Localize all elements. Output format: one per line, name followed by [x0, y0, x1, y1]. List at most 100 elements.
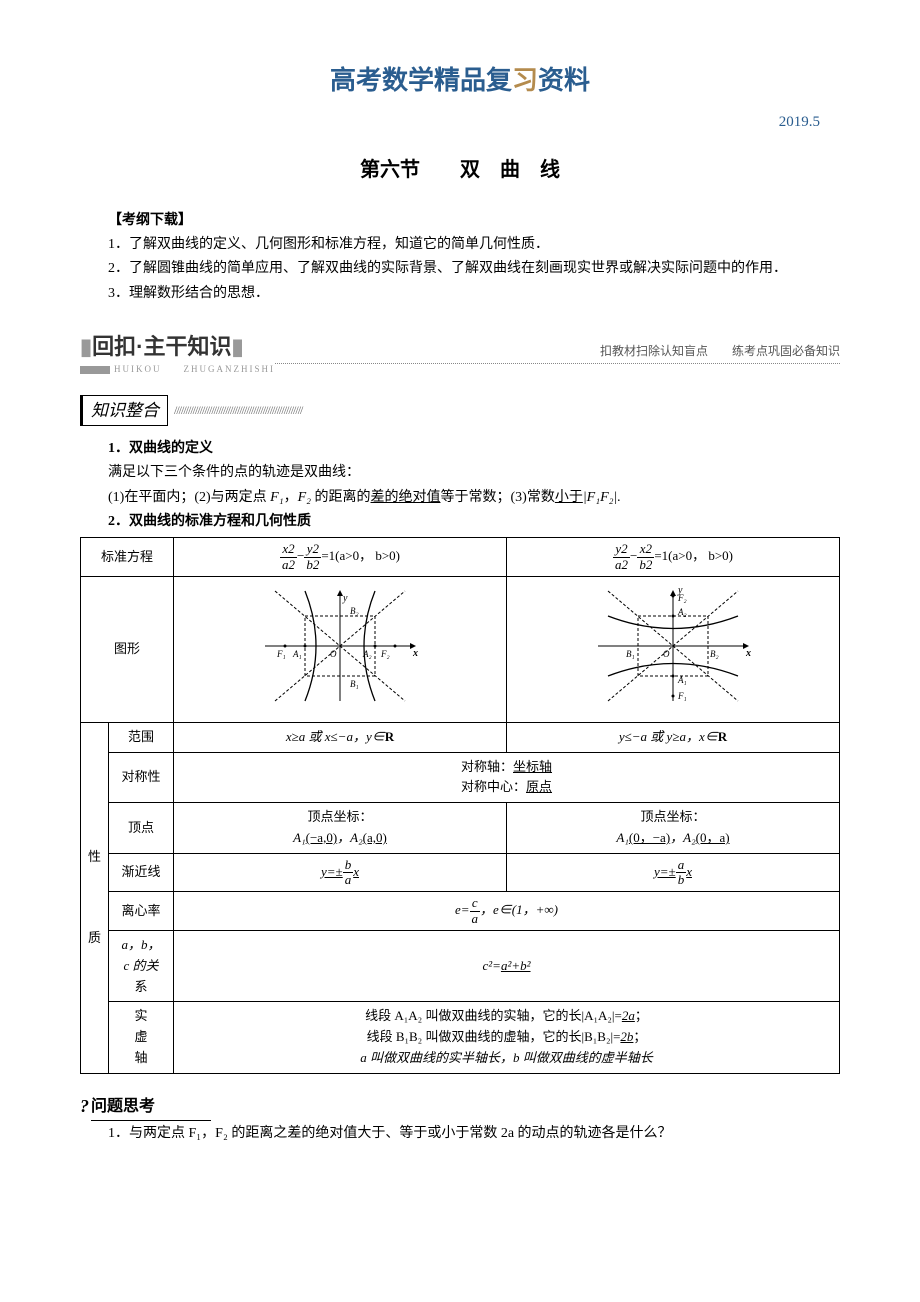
sym-b: 对称中心： — [461, 779, 526, 794]
hyperbola-horizontal-icon: y x O B₂ B₁ F₁ A₁ A₂ F₂ — [255, 581, 425, 711]
def-p2e: |F₁F₂|. — [583, 490, 621, 505]
cell-range1: x≥a 或 x≤−a，y∈R — [174, 722, 507, 752]
qh-text: 问题思考 — [91, 1098, 155, 1115]
ax3: 轴 — [134, 1050, 147, 1065]
cell-sym: 对称轴：坐标轴 对称中心：原点 — [174, 752, 840, 803]
def-p2b: ， — [284, 490, 298, 505]
cell-std-eq-label: 标准方程 — [81, 538, 174, 577]
svg-text:A₂: A₂ — [677, 607, 687, 617]
cell-ecc: e=ca，e∈(1，+∞) — [174, 892, 840, 931]
knowledge-box: 知识整合 ///////////////////////////////////… — [80, 395, 840, 426]
v1u1: (−a,0) — [306, 830, 338, 845]
outline-item-3: 3．理解数形结合的思想． — [80, 283, 840, 305]
as1p: y=± — [321, 864, 343, 879]
svg-text:x: x — [745, 648, 751, 659]
banner-left: ▮回扣·主干知识▮ HUIKOU ZHUGANZHISHI — [80, 329, 275, 377]
r2b: R — [718, 729, 727, 744]
hatch: ////////////////////////////////////////… — [174, 401, 454, 420]
v2u2: (0，a) — [696, 830, 730, 845]
cell-asym2: y=±abx — [507, 853, 840, 892]
cell-graph2: y x O F₂ A₂ A₁ F₁ B₁ B₂ — [507, 577, 840, 723]
v2u1: (0，−a) — [629, 830, 670, 845]
cell-asym-label: 渐近线 — [109, 853, 174, 892]
r1a: x≥a 或 x≤−a，y∈ — [286, 729, 385, 744]
cell-range-label: 范围 — [109, 722, 174, 752]
main-title: 高考数学精品复习资料 — [80, 60, 840, 102]
v1u2: (a,0) — [363, 830, 387, 845]
prop-l2: 质 — [87, 928, 102, 949]
axl2b: ； — [633, 1029, 646, 1044]
banner-right: 扣教材扫除认知盲点 练考点巩固必备知识 — [275, 342, 840, 364]
abc3: 系 — [134, 979, 147, 994]
as1x: x — [353, 864, 359, 879]
def-h2: 2．双曲线的标准方程和几何性质 — [80, 511, 840, 533]
cell-abc-label: a，b， c 的关 系 — [109, 931, 174, 1002]
title-accent: 习 — [512, 65, 538, 95]
def-u2: 小于 — [555, 490, 583, 505]
def-p2: (1)在平面内；(2)与两定点 F₁，F₂ 的距离的差的绝对值等于常数；(3)常… — [80, 487, 840, 509]
outline-heading: 【考纲下载】 — [80, 210, 840, 232]
def-p2d: 等于常数；(3)常数 — [441, 490, 555, 505]
abc1: a，b， — [121, 937, 160, 952]
axl2u: 2b — [620, 1029, 633, 1044]
outline-item-2: 2．了解圆锥曲线的简单应用、了解双曲线的实际背景、了解双曲线在刻画现实世界或解决… — [80, 258, 840, 280]
def-p1: 满足以下三个条件的点的轨迹是双曲线： — [80, 462, 840, 484]
cell-vertex-label: 顶点 — [109, 803, 174, 854]
prop-l1: 性 — [87, 847, 102, 868]
banner-pre: 回 — [92, 334, 114, 359]
abcv: c²= — [482, 958, 500, 973]
cell-graph-label: 图形 — [81, 577, 174, 723]
cell-ecc-label: 离心率 — [109, 892, 174, 931]
banner-title: ▮回扣·主干知识▮ — [80, 329, 275, 364]
def-h1: 1．双曲线的定义 — [80, 438, 840, 460]
def-p2c: 的距离的 — [311, 490, 371, 505]
v2c: ，A₂ — [670, 830, 695, 845]
svg-text:A₂: A₂ — [362, 649, 372, 659]
cell-sym-label: 对称性 — [109, 752, 174, 803]
question-header: ?问题思考 — [80, 1092, 840, 1121]
svg-text:F₂: F₂ — [677, 593, 687, 603]
cell-vertex2: 顶点坐标： A₁(0，−a)，A₂(0，a) — [507, 803, 840, 854]
cell-vertex1: 顶点坐标： A₁(−a,0)，A₂(a,0) — [174, 803, 507, 854]
abc2: c 的关 — [123, 958, 158, 973]
def-f2: F₂ — [298, 490, 311, 505]
svg-text:B₁: B₁ — [626, 649, 635, 659]
as2p: y=± — [654, 864, 676, 879]
svg-text:F₁: F₁ — [677, 691, 687, 701]
svg-text:B₂: B₂ — [350, 606, 359, 616]
cell-range2: y≤−a 或 y≥a，x∈R — [507, 722, 840, 752]
svg-text:B₁: B₁ — [350, 679, 359, 689]
title-p3: 资料 — [538, 65, 590, 95]
question-mark-icon: ? — [80, 1092, 89, 1121]
eccp: e= — [455, 902, 470, 917]
svg-text:A₁: A₁ — [292, 649, 302, 659]
cell-asym1: y=±bax — [174, 853, 507, 892]
def-p2a: (1)在平面内；(2)与两定点 — [108, 490, 270, 505]
axl1a: 线段 A₁A₂ 叫做双曲线的实轴，它的长|A₁A₂|= — [365, 1008, 622, 1023]
def-f1: F₁ — [270, 490, 283, 505]
svg-text:O: O — [663, 649, 670, 659]
date: 2019.5 — [80, 110, 840, 134]
v2a: 顶点坐标： — [640, 809, 705, 824]
as2x: x — [686, 864, 692, 879]
r1b: R — [385, 729, 394, 744]
axl2a: 线段 B₁B₂ 叫做双曲线的虚轴，它的长|B₁B₂|= — [367, 1029, 621, 1044]
banner-title-text: 扣·主干知识 — [114, 334, 231, 359]
axl1u: 2a — [622, 1008, 635, 1023]
v1c: ，A₂ — [337, 830, 362, 845]
knowledge-label: 知识整合 — [80, 395, 168, 426]
eccq: ，e∈(1，+∞) — [480, 902, 558, 917]
r2a: y≤−a 或 y≥a，x∈ — [619, 729, 718, 744]
svg-text:F₁: F₁ — [276, 649, 286, 659]
cell-prop-label: 性 质 — [81, 722, 109, 1073]
question-1: 1．与两定点 F₁，F₂ 的距离之差的绝对值大于、等于或小于常数 2a 的动点的… — [80, 1123, 840, 1145]
svg-text:O: O — [330, 649, 337, 659]
banner-py1: HUIKOU — [114, 364, 162, 374]
cell-eq1: x2a2−y2b2=1(a>0， b>0) — [174, 538, 507, 577]
svg-text:F₂: F₂ — [380, 649, 390, 659]
abcu: a²+b² — [501, 958, 531, 973]
eq1-cond: =1(a>0， b>0) — [321, 548, 400, 563]
title-p1: 高考数学精品复 — [330, 65, 512, 95]
sym-a: 对称轴： — [461, 759, 513, 774]
ax1: 实 — [134, 1008, 147, 1023]
